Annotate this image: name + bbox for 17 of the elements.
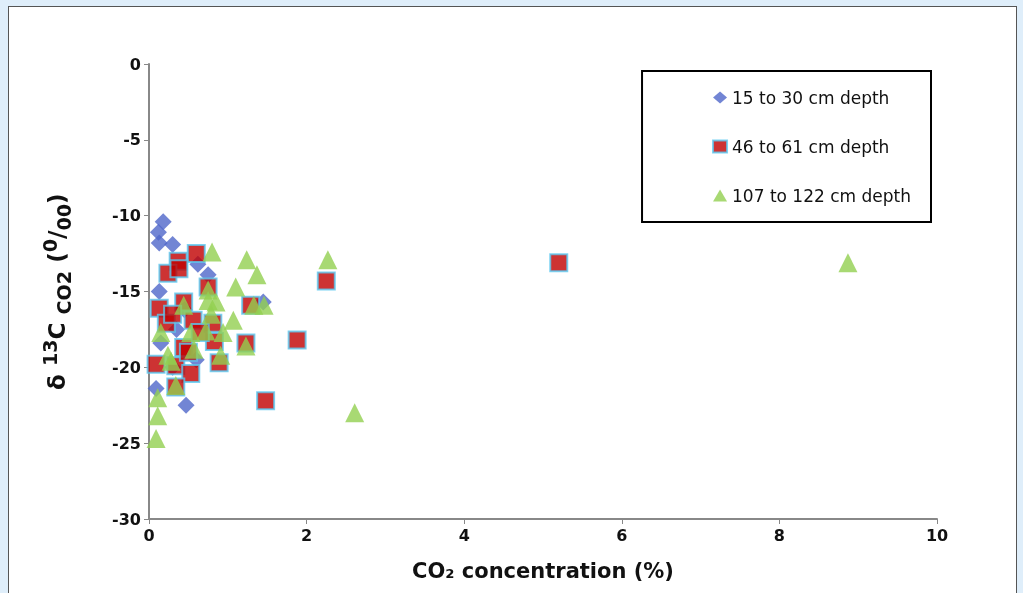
x-tick-label: 4	[458, 525, 470, 545]
y-tick-label: -20	[112, 357, 141, 377]
x-tick-label: 10	[925, 525, 949, 545]
x-axis-title: CO₂ concentration (%)	[412, 559, 674, 583]
y-tick-label: -5	[123, 130, 141, 150]
x-tick-label: 0	[143, 525, 155, 545]
legend-label: 107 to 122 cm depth	[732, 185, 911, 206]
y-tick-label: 0	[129, 54, 141, 74]
x-tick-label: 8	[773, 525, 785, 545]
legend-label: 15 to 30 cm depth	[732, 87, 890, 108]
x-tick-label: 2	[301, 525, 313, 545]
legend-label: 46 to 61 cm depth	[732, 136, 890, 157]
y-tick-label: -25	[112, 433, 141, 453]
y-tick-label: -10	[112, 206, 141, 226]
x-tick-label: 6	[616, 525, 628, 545]
y-tick-label: -30	[112, 509, 141, 529]
y-tick-label: -15	[112, 282, 141, 301]
